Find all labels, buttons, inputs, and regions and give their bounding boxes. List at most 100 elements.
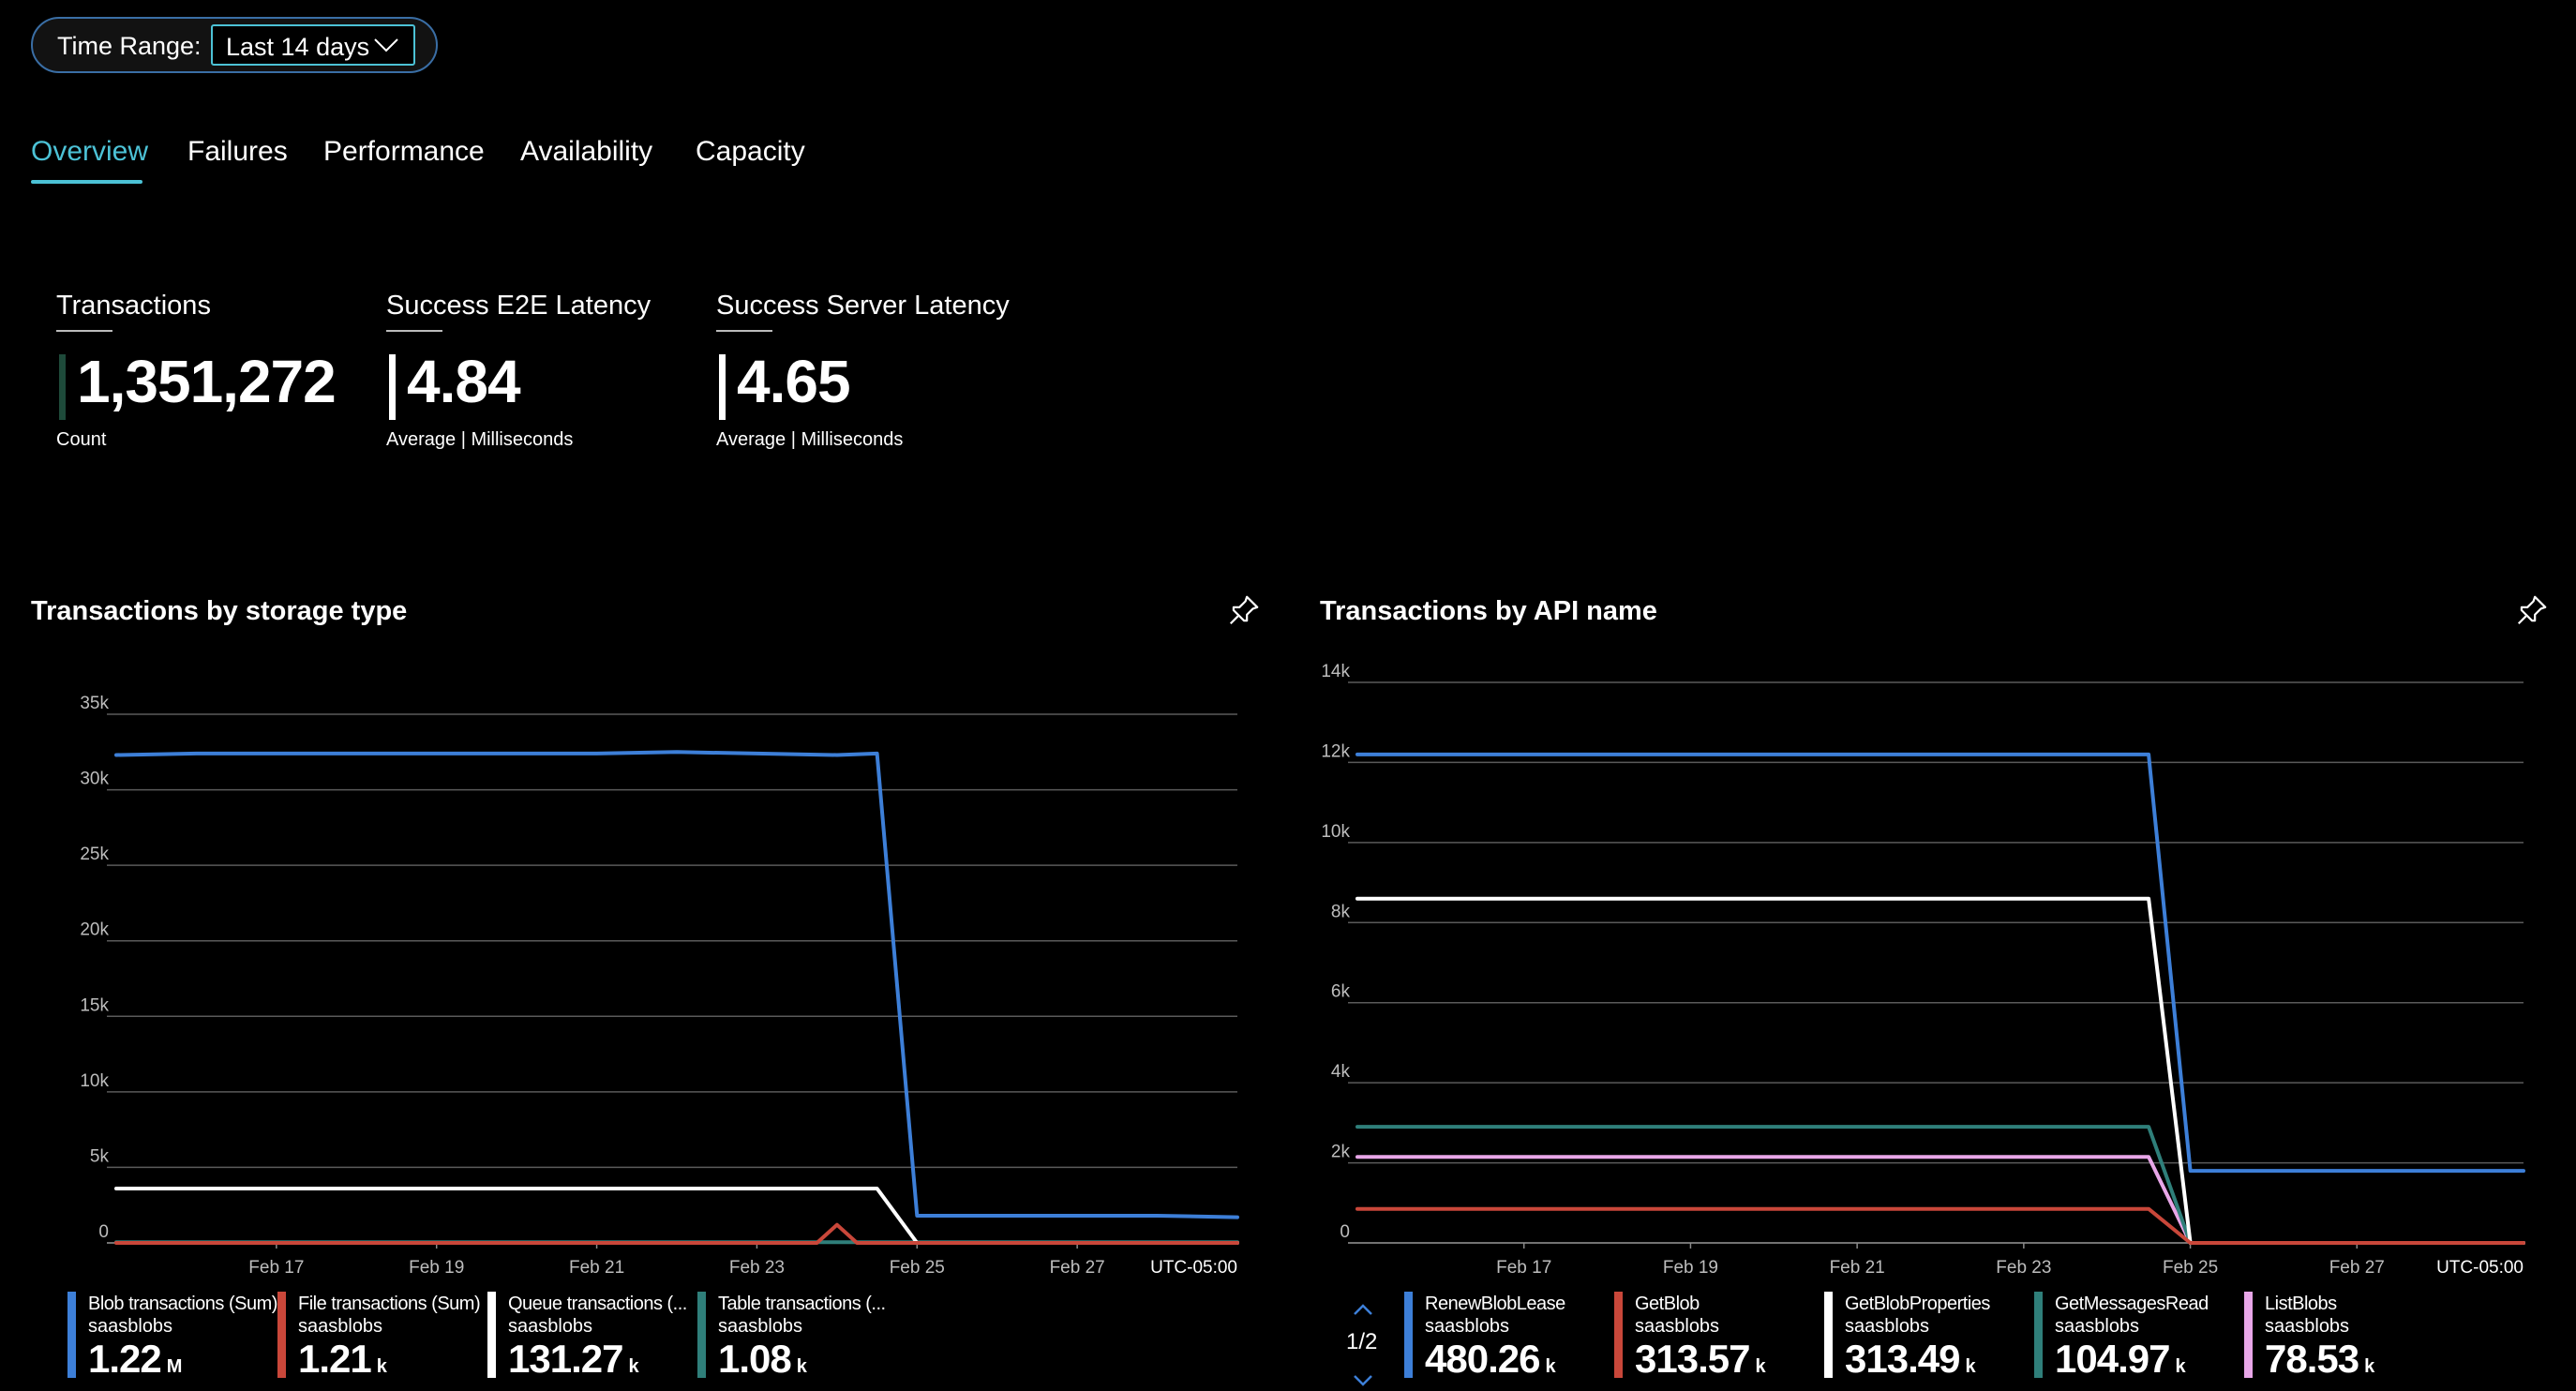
metric-divider — [386, 330, 442, 332]
y-tick-label: 2k — [1331, 1143, 1351, 1162]
legend-resource: saasblobs — [508, 1316, 593, 1337]
x-tick-label: Feb 27 — [2329, 1258, 2385, 1275]
legend-series-name: GetBlob — [1635, 1294, 1700, 1314]
time-range-value: Last 14 days — [226, 33, 370, 61]
y-tick-label: 25k — [80, 845, 109, 864]
legend-total: 78.53 k — [2265, 1337, 2374, 1381]
legend-total: 313.57 k — [1635, 1337, 1766, 1381]
y-tick-label: 20k — [80, 920, 109, 940]
legend-swatch — [277, 1292, 286, 1378]
legend-swatch — [1404, 1292, 1413, 1378]
legend-resource: saasblobs — [718, 1316, 803, 1337]
x-tick-label: Feb 25 — [2163, 1258, 2218, 1275]
legend-resource: saasblobs — [1845, 1316, 1930, 1337]
legend-total: 1.21 k — [298, 1337, 387, 1381]
series-line — [1355, 752, 2525, 1174]
legend-swatch — [2244, 1292, 2253, 1378]
x-tick-label: Feb 21 — [1830, 1258, 1885, 1275]
metric-title: Success E2E Latency — [386, 291, 651, 321]
metric-title: Success Server Latency — [716, 291, 1010, 321]
x-tick-label: Feb 23 — [1996, 1258, 2051, 1275]
legend-series-name: File transactions (Sum) — [298, 1294, 481, 1314]
x-tick-label: Feb 19 — [409, 1258, 464, 1275]
pin-icon[interactable] — [2514, 592, 2550, 628]
series-line — [114, 750, 1239, 1219]
y-tick-label: 8k — [1331, 902, 1351, 921]
metric-color-bar — [719, 354, 726, 420]
x-tick-label: Feb 25 — [890, 1258, 945, 1275]
legend-resource: saasblobs — [2265, 1316, 2350, 1337]
x-tick-label: Feb 17 — [248, 1258, 304, 1275]
metric-divider — [56, 330, 112, 332]
legend-series-name: ListBlobs — [2265, 1294, 2337, 1314]
x-tick-label: Feb 23 — [729, 1258, 785, 1275]
metric-value: 1,351,272 — [77, 348, 337, 415]
legend-swatch — [67, 1292, 76, 1378]
tab-overview[interactable]: Overview — [31, 136, 149, 167]
metric-divider — [716, 330, 772, 332]
legend-page-indicator: 1/2 — [1346, 1329, 1378, 1354]
time-range-label: Time Range: — [57, 32, 202, 60]
chart-api-name[interactable]: 0 2k 4k 6k 8k 10k 12k 14k Feb 17 Feb 19 Feb 21 Feb … — [1286, 656, 2576, 1275]
tab-failures[interactable]: Failures — [187, 136, 288, 167]
x-tick-label: Feb 21 — [569, 1258, 624, 1275]
series-line — [1355, 896, 2525, 1245]
x-tick-label: Feb 17 — [1496, 1258, 1551, 1275]
chart-storage-type[interactable]: 0 5k 10k 15k 20k 25k 30k 35k Feb 17 Feb 19 Feb 21 F… — [0, 656, 1286, 1275]
metric-color-bar — [389, 354, 396, 420]
y-tick-label: 0 — [98, 1222, 109, 1242]
legend-total: 131.27 k — [508, 1337, 639, 1381]
series-line — [1355, 1125, 2525, 1245]
chevron-down-icon[interactable] — [1352, 1372, 1374, 1389]
x-tick-label: Feb 19 — [1663, 1258, 1718, 1275]
x-tick-label: Feb 27 — [1050, 1258, 1105, 1275]
chevron-down-icon — [374, 38, 398, 52]
legend-resource: saasblobs — [2055, 1316, 2140, 1337]
y-tick-label: 35k — [80, 694, 109, 713]
legend-resource: saasblobs — [298, 1316, 383, 1337]
y-tick-label: 10k — [80, 1071, 109, 1091]
legend-series-name: Blob transactions (Sum) — [88, 1294, 277, 1314]
metric-unit: Count — [56, 429, 107, 450]
legend-total: 313.49 k — [1845, 1337, 1976, 1381]
metric-value: 4.65 — [737, 348, 851, 415]
metric-unit: Average | Milliseconds — [716, 429, 904, 450]
legend-swatch — [697, 1292, 706, 1378]
timezone-label: UTC-05:00 — [2436, 1258, 2524, 1275]
legend-series-name: GetMessagesRead — [2055, 1294, 2209, 1314]
y-tick-label: 6k — [1331, 982, 1351, 1002]
legend-series-name: Queue transactions (... — [508, 1294, 687, 1314]
legend-swatch — [487, 1292, 496, 1378]
series-line — [114, 1222, 1239, 1245]
legend-swatch — [2034, 1292, 2043, 1378]
legend-resource: saasblobs — [1635, 1316, 1720, 1337]
timezone-label: UTC-05:00 — [1150, 1258, 1237, 1275]
chevron-up-icon[interactable] — [1352, 1301, 1374, 1318]
metric-unit: Average | Milliseconds — [386, 429, 574, 450]
y-tick-label: 10k — [1321, 822, 1350, 842]
legend-total: 1.08 k — [718, 1337, 807, 1381]
legend-total: 104.97 k — [2055, 1337, 2186, 1381]
chart-title-storage-type: Transactions by storage type — [31, 596, 408, 626]
y-tick-label: 5k — [90, 1146, 110, 1166]
tab-availability[interactable]: Availability — [520, 136, 653, 167]
metric-value: 4.84 — [407, 348, 521, 415]
tab-performance[interactable]: Performance — [323, 136, 485, 167]
legend-swatch — [1824, 1292, 1833, 1378]
legend-swatch — [1614, 1292, 1623, 1378]
pin-icon[interactable] — [1226, 592, 1262, 628]
legend-resource: saasblobs — [1425, 1316, 1510, 1337]
y-tick-label: 14k — [1321, 662, 1350, 681]
legend-resource: saasblobs — [88, 1316, 173, 1337]
legend-series-name: RenewBlobLease — [1425, 1294, 1565, 1314]
active-tab-indicator — [31, 180, 142, 184]
y-tick-label: 0 — [1340, 1222, 1350, 1242]
legend-series-name: Table transactions (... — [718, 1294, 886, 1314]
y-tick-label: 12k — [1321, 741, 1350, 761]
time-range-dropdown[interactable]: Last 14 days — [211, 24, 415, 66]
legend-series-name: GetBlobProperties — [1845, 1294, 1990, 1314]
y-tick-label: 4k — [1331, 1062, 1351, 1082]
tab-capacity[interactable]: Capacity — [696, 136, 805, 167]
legend-total: 1.22 M — [88, 1337, 182, 1381]
y-tick-label: 30k — [80, 770, 109, 789]
